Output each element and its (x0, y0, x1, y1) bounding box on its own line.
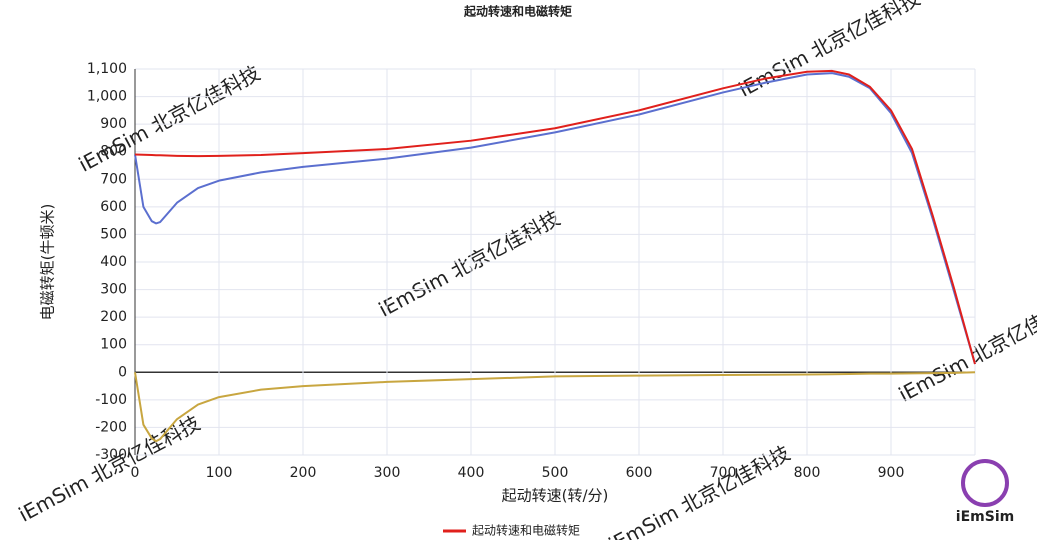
watermark: iEmSim 北京亿佳科技 (375, 206, 564, 322)
y-tick-label: 700 (100, 171, 127, 187)
y-tick-label: 500 (100, 226, 127, 242)
y-tick-label: 900 (100, 116, 127, 132)
x-tick-label: 900 (878, 465, 905, 481)
series-line (134, 371, 976, 443)
y-tick-label: 200 (100, 309, 127, 325)
x-tick-label: 300 (374, 465, 401, 481)
logo-ring (961, 459, 1009, 507)
y-tick-label: 300 (100, 282, 127, 298)
x-tick-label: 800 (794, 465, 821, 481)
y-axis-title: 电磁转矩(牛顿米) (39, 204, 57, 321)
y-tick-label: 1,000 (87, 89, 127, 105)
x-tick-label: 600 (626, 465, 653, 481)
y-tick-label: 100 (100, 337, 127, 353)
x-tick-label: 700 (710, 465, 737, 481)
y-tick-label: 800 (100, 144, 127, 160)
x-tick-label: 0 (131, 465, 140, 481)
logo-text: iEmSim (956, 509, 1014, 525)
y-tick-label: 1,100 (87, 61, 127, 77)
y-tick-label: 0 (118, 364, 127, 380)
watermark: iEmSim 北京亿佳科技 (735, 0, 924, 102)
x-tick-label: 500 (542, 465, 569, 481)
series-line (134, 72, 976, 365)
y-tick-label: -200 (95, 419, 127, 435)
x-tick-label: 400 (458, 465, 485, 481)
watermark: iEmSim 北京亿佳科技 (605, 441, 794, 540)
legend-label: 起动转速和电磁转矩 (472, 523, 580, 538)
watermark: iEmSim 北京亿佳科技 (895, 291, 1037, 407)
x-tick-label: 200 (290, 465, 317, 481)
x-tick-label: 100 (206, 465, 233, 481)
x-axis-title: 起动转速(转/分) (502, 487, 609, 505)
y-tick-label: 600 (100, 199, 127, 215)
series-line (134, 69, 976, 365)
y-tick-label: -300 (95, 447, 127, 463)
y-tick-label: 400 (100, 254, 127, 270)
y-tick-label: -100 (95, 392, 127, 408)
chart-title: 起动转速和电磁转矩 (463, 4, 572, 19)
